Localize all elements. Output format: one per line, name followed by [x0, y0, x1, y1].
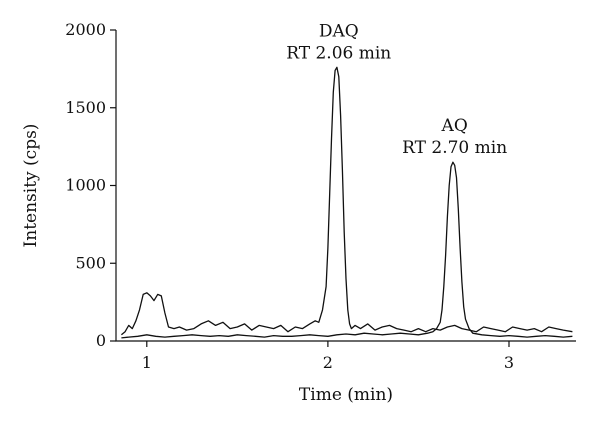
series-line-2	[121, 161, 573, 339]
traces-group	[120, 66, 573, 339]
axes-group	[115, 30, 576, 342]
x-tick-label: 2	[323, 353, 333, 372]
peak-label-rt: RT 2.70 min	[402, 138, 507, 158]
y-ticks-group: 0 500 1000 1500 2000	[65, 20, 116, 350]
axis-frame	[115, 30, 576, 342]
x-tick-label: 3	[504, 353, 514, 372]
y-axis-title: Intensity (cps)	[21, 124, 41, 248]
series-line-1	[120, 66, 573, 336]
y-tick-label: 0	[96, 331, 106, 350]
x-axis-title: Time (min)	[299, 385, 393, 405]
y-tick-label: 1000	[65, 176, 106, 195]
peak-label-rt: RT 2.06 min	[286, 43, 391, 63]
x-ticks-group: 1 2 3	[142, 341, 514, 372]
y-tick-label: 2000	[65, 20, 106, 39]
peak-label-name: DAQ	[319, 21, 359, 41]
x-tick-label: 1	[142, 353, 152, 372]
peak-label-name: AQ	[441, 116, 468, 136]
y-tick-label: 1500	[65, 98, 106, 117]
y-tick-label: 500	[75, 253, 106, 272]
